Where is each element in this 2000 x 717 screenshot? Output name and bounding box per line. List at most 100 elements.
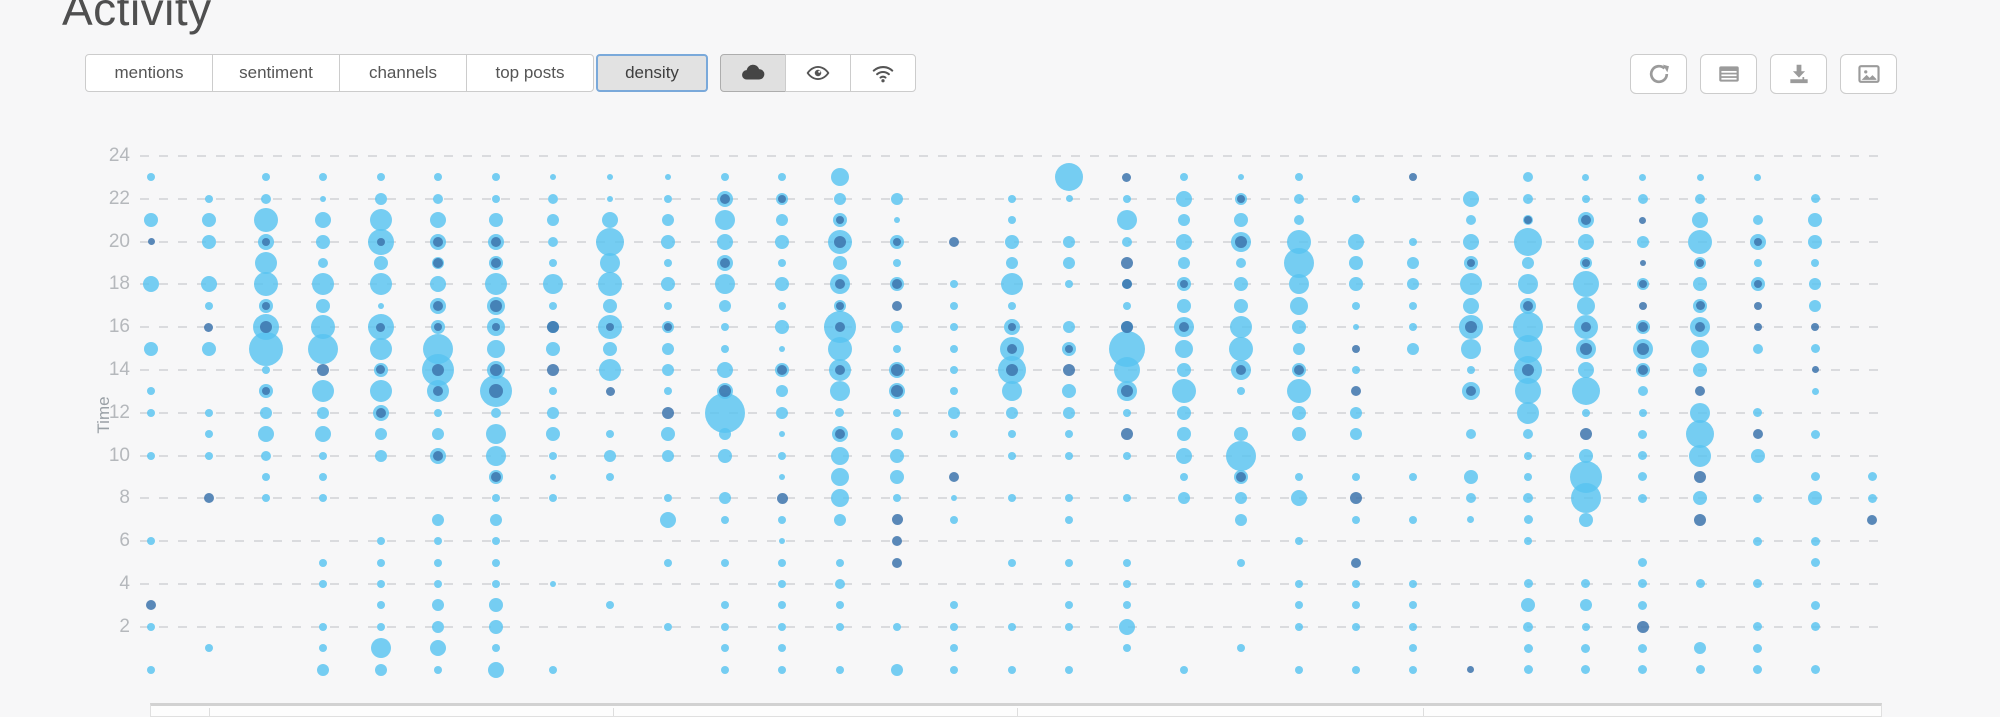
bubble-dark bbox=[1696, 258, 1705, 267]
bubble-dark bbox=[433, 257, 444, 268]
cloud-view-button[interactable] bbox=[720, 54, 786, 92]
bubble-dark bbox=[1522, 363, 1535, 376]
bubble bbox=[547, 193, 558, 204]
bubble-dark bbox=[1639, 259, 1646, 266]
bubble-dark bbox=[1639, 216, 1647, 224]
tab-density[interactable]: density bbox=[596, 54, 708, 92]
table-icon bbox=[1716, 61, 1742, 87]
bubble bbox=[950, 301, 959, 310]
bubble bbox=[1524, 451, 1533, 460]
bubble bbox=[1174, 339, 1193, 358]
bubble bbox=[1581, 408, 1590, 417]
bubble bbox=[1638, 579, 1648, 589]
bubble bbox=[779, 538, 786, 545]
bubble bbox=[890, 448, 905, 463]
bubble bbox=[718, 448, 732, 463]
bubble bbox=[1350, 428, 1363, 441]
bubble-dark bbox=[491, 323, 500, 332]
bubble bbox=[1176, 362, 1191, 377]
bubble-dark bbox=[892, 557, 903, 568]
bubble-dark bbox=[1638, 280, 1647, 289]
tab-mentions[interactable]: mentions bbox=[85, 54, 213, 92]
bubble bbox=[893, 408, 902, 417]
bubble bbox=[719, 492, 731, 505]
bubble bbox=[1352, 472, 1361, 481]
bubble bbox=[1352, 665, 1361, 674]
bubble bbox=[1515, 378, 1542, 405]
bubble bbox=[1867, 493, 1877, 503]
bubble bbox=[830, 168, 849, 187]
bubble bbox=[606, 472, 615, 481]
bubble bbox=[721, 601, 729, 610]
bubble bbox=[832, 255, 847, 270]
bubble bbox=[1007, 622, 1016, 631]
bubble bbox=[430, 640, 447, 657]
download-button[interactable] bbox=[1770, 54, 1827, 94]
bubble bbox=[1063, 406, 1076, 419]
bubble bbox=[369, 380, 392, 403]
bubble bbox=[600, 252, 621, 273]
view-toggle-group bbox=[720, 54, 916, 92]
bubble bbox=[778, 601, 787, 610]
bubble bbox=[430, 276, 447, 293]
bubble bbox=[599, 358, 622, 381]
bubble bbox=[1238, 174, 1245, 181]
refresh-button[interactable] bbox=[1630, 54, 1687, 94]
bubble-dark bbox=[490, 236, 501, 247]
image-button[interactable] bbox=[1840, 54, 1897, 94]
bubble bbox=[1523, 621, 1534, 632]
bubble bbox=[1353, 324, 1360, 331]
bubble-dark bbox=[661, 406, 674, 419]
bubble-dark bbox=[432, 363, 445, 376]
bubble bbox=[1409, 622, 1418, 631]
bubble bbox=[1808, 213, 1823, 228]
bubble bbox=[775, 277, 790, 292]
bubble bbox=[1235, 513, 1248, 526]
chart-action-group bbox=[1630, 54, 1897, 94]
bubble bbox=[434, 537, 443, 546]
bubble bbox=[546, 406, 559, 419]
bubble bbox=[489, 513, 502, 526]
bubble bbox=[661, 449, 674, 462]
bubble bbox=[778, 173, 787, 182]
bubble-dark bbox=[204, 322, 214, 332]
bubble bbox=[1577, 361, 1594, 378]
bubble bbox=[432, 620, 445, 633]
bubble-dark bbox=[1122, 172, 1132, 182]
bubble bbox=[1001, 381, 1022, 402]
bubble bbox=[1581, 622, 1590, 631]
bubble bbox=[660, 427, 675, 442]
bubble bbox=[1063, 235, 1076, 248]
bubble bbox=[721, 622, 729, 631]
bubble bbox=[1462, 190, 1479, 207]
tab-channels[interactable]: channels bbox=[339, 54, 467, 92]
table-column-divider bbox=[1017, 708, 1018, 716]
bubble bbox=[721, 344, 729, 353]
wifi-view-button[interactable] bbox=[850, 54, 916, 92]
bubble-dark bbox=[1867, 514, 1878, 525]
bubble bbox=[318, 257, 329, 268]
bubble bbox=[434, 173, 443, 182]
toolbar: mentions sentiment channels top posts de… bbox=[85, 54, 1897, 96]
bubble bbox=[950, 430, 959, 439]
gridline-hour-24 bbox=[140, 154, 1878, 157]
bubble bbox=[663, 301, 672, 310]
bubble bbox=[549, 580, 556, 587]
bubble bbox=[488, 213, 503, 228]
bubble bbox=[319, 494, 328, 503]
bubble-dark bbox=[1235, 235, 1248, 248]
y-tick-label-24: 24 bbox=[108, 144, 130, 166]
eye-view-button[interactable] bbox=[785, 54, 851, 92]
bubble bbox=[432, 599, 445, 612]
bubble-dark bbox=[1464, 321, 1477, 334]
bubble bbox=[1065, 280, 1074, 289]
bubble bbox=[1291, 320, 1306, 335]
bubble bbox=[830, 446, 849, 465]
table-button[interactable] bbox=[1700, 54, 1757, 94]
tab-top-posts[interactable]: top posts bbox=[466, 54, 594, 92]
bubble bbox=[486, 339, 505, 358]
bubble-dark bbox=[1351, 386, 1362, 397]
bubble bbox=[374, 192, 387, 205]
bubble bbox=[1113, 356, 1140, 383]
